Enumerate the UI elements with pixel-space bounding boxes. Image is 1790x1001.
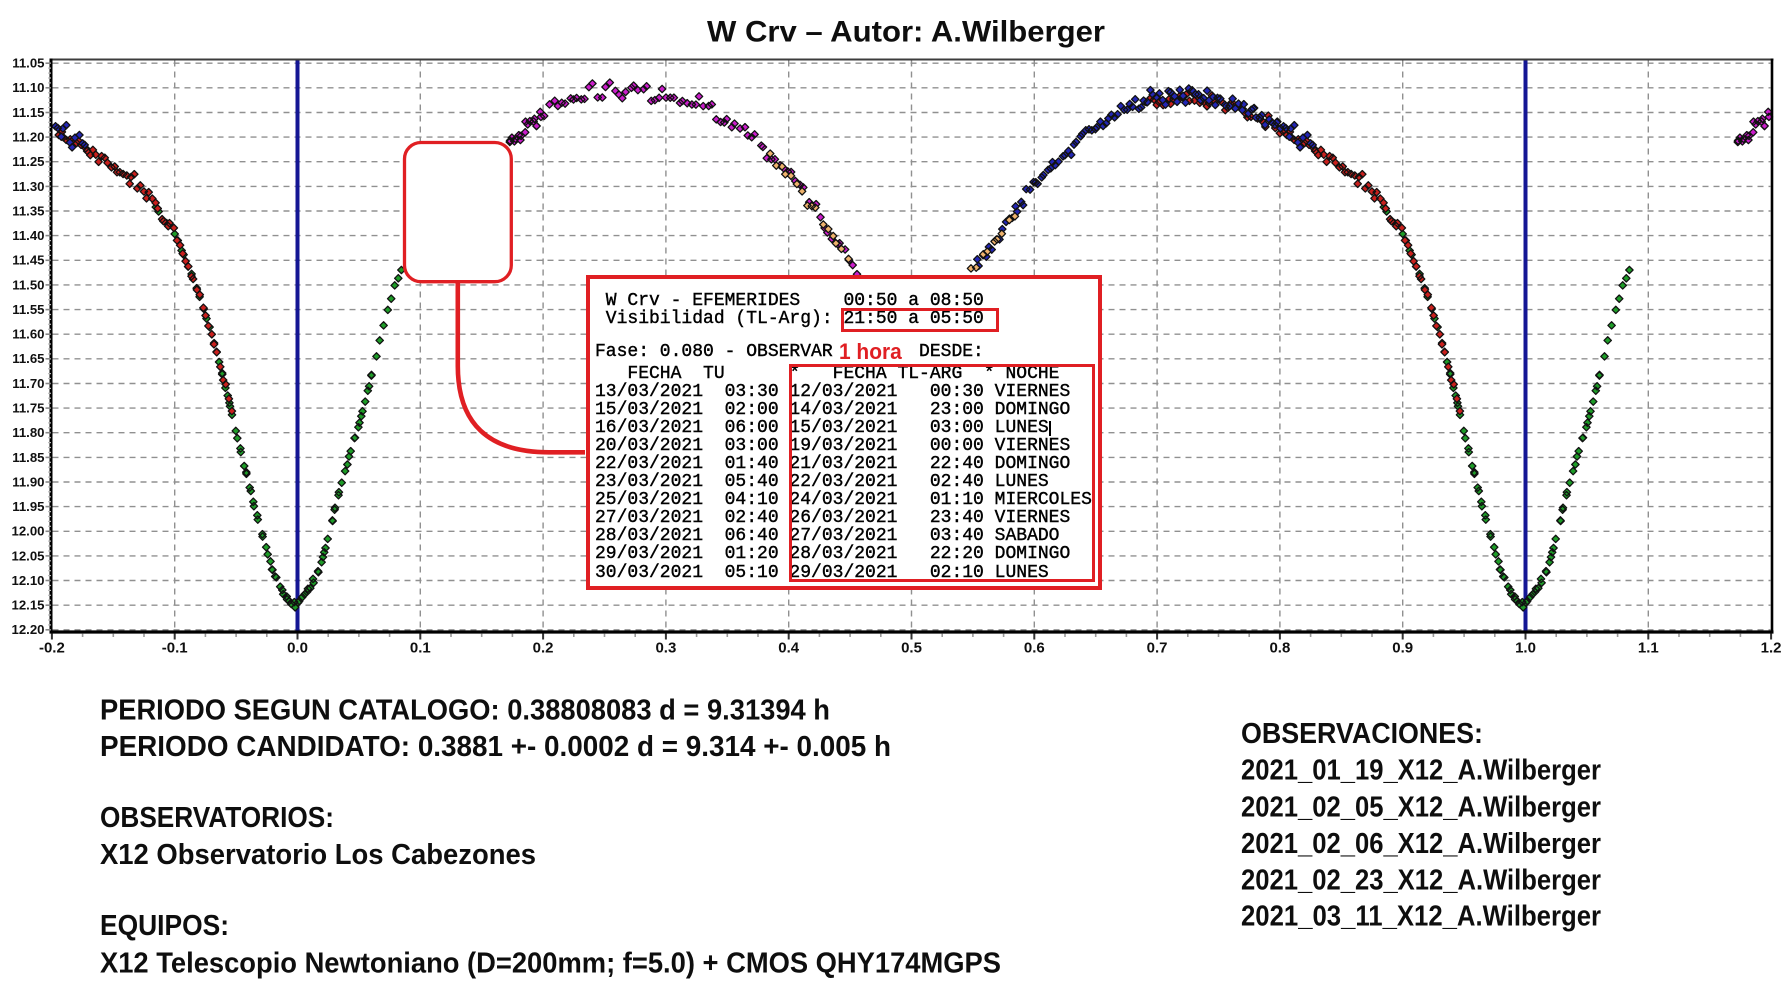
svg-text:0.9: 0.9 [1392,640,1413,657]
svg-text:1.2: 1.2 [1761,640,1782,657]
svg-text:X12 Telescopio Newtoniano (D=2: X12 Telescopio Newtoniano (D=200mm; f=5.… [100,947,1001,979]
svg-text:EQUIPOS:: EQUIPOS: [100,910,229,942]
svg-text:11.10: 11.10 [12,80,44,95]
svg-text:11.75: 11.75 [12,401,44,416]
svg-text:11.40: 11.40 [12,228,44,243]
svg-text:11.25: 11.25 [12,154,44,169]
svg-text:0.5: 0.5 [901,640,922,657]
svg-text:OBSERVACIONES:: OBSERVACIONES: [1241,718,1483,750]
svg-text:2021_02_06_X12_A.Wilberger: 2021_02_06_X12_A.Wilberger [1241,828,1601,860]
svg-text:12.10: 12.10 [11,573,44,588]
svg-text:1.1: 1.1 [1638,640,1659,657]
svg-text:0.4: 0.4 [778,640,800,657]
svg-text:W Crv – Autor: A.Wilberger: W Crv – Autor: A.Wilberger [707,16,1105,49]
svg-text:12.00: 12.00 [11,524,44,539]
svg-text:2021_02_05_X12_A.Wilberger: 2021_02_05_X12_A.Wilberger [1241,791,1601,823]
svg-text:PERIODO SEGUN CATALOGO: 0.3880: PERIODO SEGUN CATALOGO: 0.38808083 d = 9… [100,695,830,727]
svg-text:-0.2: -0.2 [39,640,65,657]
svg-text:11.20: 11.20 [12,130,44,145]
svg-text:0.0: 0.0 [287,640,308,657]
svg-text:0.8: 0.8 [1269,640,1290,657]
svg-text:X12 Observatorio Los Cabezones: X12 Observatorio Los Cabezones [100,839,536,871]
svg-text:0.1: 0.1 [410,640,431,657]
svg-text:12.05: 12.05 [11,548,44,563]
svg-text:PERIODO CANDIDATO: 0.3881 +- 0: PERIODO CANDIDATO: 0.3881 +- 0.0002 d = … [100,731,891,763]
svg-text:0.3: 0.3 [655,640,676,657]
svg-text:11.05: 11.05 [12,56,44,71]
svg-text:12.15: 12.15 [11,598,44,613]
svg-text:11.90: 11.90 [12,474,44,489]
svg-text:0.7: 0.7 [1147,640,1168,657]
svg-text:12.20: 12.20 [11,622,44,637]
svg-text:11.70: 11.70 [12,376,44,391]
svg-text:2021_01_19_X12_A.Wilberger: 2021_01_19_X12_A.Wilberger [1241,754,1601,786]
svg-text:0.6: 0.6 [1024,640,1045,657]
svg-text:1.0: 1.0 [1515,640,1536,657]
svg-text:OBSERVATORIOS:: OBSERVATORIOS: [100,802,334,834]
svg-text:2021_03_11_X12_A.Wilberger: 2021_03_11_X12_A.Wilberger [1241,901,1601,933]
svg-text:0.2: 0.2 [533,640,554,657]
svg-text:11.50: 11.50 [12,277,44,292]
svg-text:11.85: 11.85 [12,450,44,465]
svg-text:11.65: 11.65 [12,351,44,366]
svg-text:11.95: 11.95 [12,499,44,514]
svg-text:11.15: 11.15 [12,105,44,120]
svg-text:11.30: 11.30 [12,179,44,194]
svg-text:11.35: 11.35 [12,203,44,218]
svg-text:11.45: 11.45 [12,253,44,268]
svg-text:2021_02_23_X12_A.Wilberger: 2021_02_23_X12_A.Wilberger [1241,864,1601,896]
svg-text:11.55: 11.55 [12,302,44,317]
svg-text:11.80: 11.80 [12,425,44,440]
svg-text:-0.1: -0.1 [162,640,188,657]
svg-text:11.60: 11.60 [12,327,44,342]
